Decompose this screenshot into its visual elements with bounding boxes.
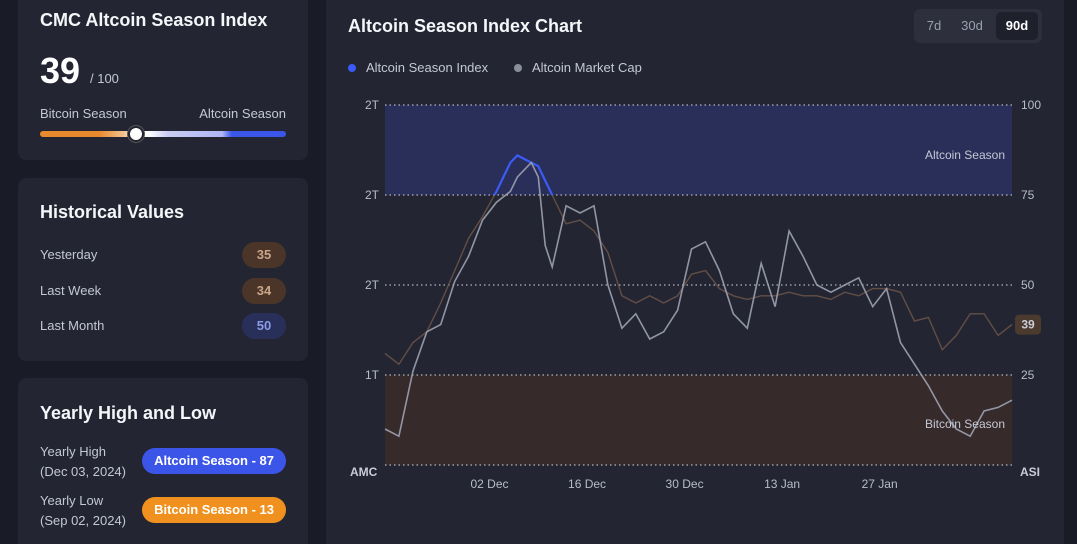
left-axis-tick: 2T: [365, 278, 380, 292]
bitcoin-season-label: Bitcoin Season: [40, 106, 127, 121]
season-meter-knob: [128, 126, 144, 142]
altcoin-season-index-highlight: [493, 154, 554, 195]
index-card-title: CMC Altcoin Season Index: [40, 10, 268, 30]
right-axis-title: ASI: [1020, 465, 1040, 479]
x-axis-tick: 16 Dec: [568, 477, 606, 491]
altcoin-index-card: CMC Altcoin Season Index 39 / 100 Bitcoi…: [18, 0, 308, 160]
historical-label: Yesterday: [40, 247, 98, 262]
tab-7d[interactable]: 7d: [926, 18, 942, 33]
altcoin-market-cap-line: [384, 161, 1013, 438]
range-tabs: 7d 30d 90d: [914, 9, 1042, 43]
legend-marketcap[interactable]: Altcoin Market Cap: [532, 60, 642, 75]
right-axis-tick: 50: [1021, 278, 1035, 292]
current-value-badge-bg: [1015, 314, 1041, 335]
left-axis-tick: 1T: [365, 368, 380, 382]
legend-dot-index: [348, 64, 356, 72]
yearly-low-date: (Sep 02, 2024): [40, 513, 127, 528]
historical-badge: 35: [242, 242, 286, 268]
left-axis-tick: 2T: [365, 98, 380, 112]
yearly-high-date: (Dec 03, 2024): [40, 464, 126, 479]
yearly-title: Yearly High and Low: [40, 403, 217, 423]
current-value-badge: 39: [1021, 318, 1035, 332]
tab-90d[interactable]: 90d: [996, 12, 1038, 40]
historical-badge: 34: [242, 278, 286, 304]
altcoin-season-label: Altcoin Season: [199, 106, 286, 121]
bitcoin-season-zone-label: Bitcoin Season: [925, 417, 1005, 431]
historical-row-yesterday: Yesterday 35: [40, 242, 286, 268]
left-axis-tick: 2T: [365, 188, 380, 202]
tab-30d[interactable]: 30d: [961, 18, 983, 33]
historical-badge: 50: [242, 313, 286, 339]
yearly-high-low-card: Yearly High and Low Yearly High (Dec 03,…: [18, 378, 308, 544]
right-axis-tick: 100: [1021, 98, 1041, 112]
legend-index[interactable]: Altcoin Season Index: [366, 60, 489, 75]
right-axis-tick: 25: [1021, 368, 1035, 382]
yearly-high-label: Yearly High: [40, 444, 107, 459]
left-axis-title: AMC: [350, 465, 378, 479]
historical-values-card: Historical Values Yesterday 35 Last Week…: [18, 178, 308, 361]
x-axis-tick: 30 Dec: [666, 477, 704, 491]
chart-title: Altcoin Season Index Chart: [348, 16, 583, 36]
yearly-high-badge: Altcoin Season - 87: [142, 448, 286, 474]
x-axis-tick: 27 Jan: [862, 477, 898, 491]
x-axis-tick: 13 Jan: [764, 477, 800, 491]
chart-panel: Altcoin Season Index Chart 7d 30d 90d Al…: [326, 0, 1064, 544]
index-value: 39: [40, 50, 81, 91]
historical-row-last-month: Last Month 50: [40, 313, 286, 339]
historical-values-title: Historical Values: [40, 202, 185, 222]
right-axis-tick: 75: [1021, 188, 1035, 202]
legend-dot-marketcap: [514, 64, 522, 72]
altcoin-season-zone-label: Altcoin Season: [925, 148, 1005, 162]
historical-row-last-week: Last Week 34: [40, 278, 286, 304]
yearly-low-label: Yearly Low: [40, 493, 104, 508]
bitcoin-season-zone: [385, 375, 1012, 465]
index-max: / 100: [90, 71, 119, 86]
historical-label: Last Month: [40, 318, 105, 333]
altcoin-season-zone: [385, 105, 1012, 195]
season-meter: [40, 131, 286, 137]
historical-label: Last Week: [40, 283, 102, 298]
x-axis-tick: 02 Dec: [470, 477, 508, 491]
season-chart[interactable]: 25 50 75 100 1T 2T 2T 2T AMC ASI 02 Dec 16 Dec 30 De…: [326, 0, 1064, 544]
yearly-low-badge: Bitcoin Season - 13: [142, 497, 286, 523]
